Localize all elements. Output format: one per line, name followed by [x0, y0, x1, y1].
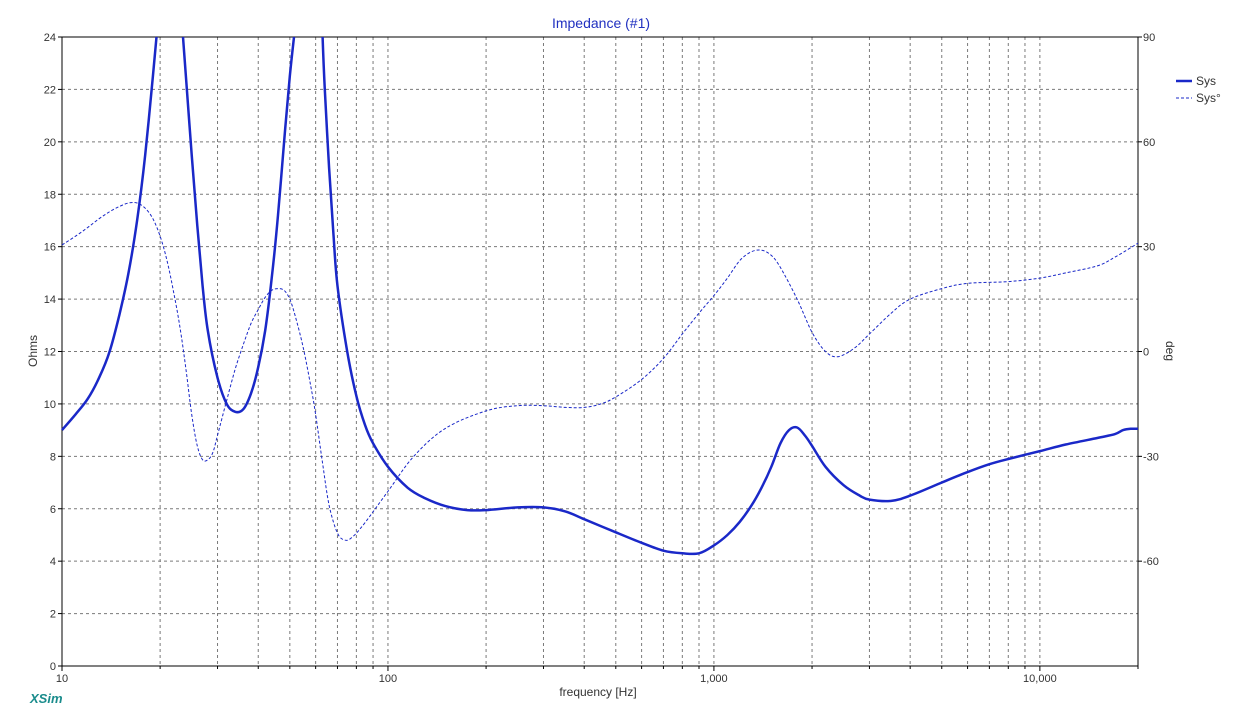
- x-tick-label: 1,000: [700, 673, 728, 685]
- y-tick-label: 14: [44, 294, 56, 306]
- y-tick-label: 12: [44, 347, 56, 359]
- y2-axis-title: deg: [1163, 341, 1177, 361]
- y-tick-label: 6: [50, 504, 56, 516]
- y-tick-label: 16: [44, 242, 56, 254]
- y-axis-title: Ohms: [26, 335, 40, 367]
- y2-tick-label: 90: [1143, 32, 1155, 44]
- legend: Sys Sys°: [1176, 74, 1221, 105]
- x-axis-title: frequency [Hz]: [559, 685, 636, 699]
- xsim-brand: XSim: [29, 691, 63, 706]
- y2-tick-label: 60: [1143, 137, 1155, 149]
- y-tick-label: 10: [44, 399, 56, 411]
- y-tick-label: 18: [44, 189, 56, 201]
- y2-tick-label: -30: [1143, 451, 1159, 463]
- x-tick-label: 10,000: [1023, 673, 1057, 685]
- y2-tick-label: 30: [1143, 242, 1155, 254]
- legend-label-sys-phase: Sys°: [1196, 91, 1221, 105]
- y2-tick-label: 0: [1143, 347, 1149, 359]
- series-line-sys: [61, 36, 1139, 556]
- y-tick-label: 0: [50, 661, 56, 673]
- chart-title: Impedance (#1): [552, 15, 650, 31]
- series-line-sys-phase: [61, 201, 1139, 541]
- y-tick-label: 8: [50, 451, 56, 463]
- y-tick-label: 2: [50, 609, 56, 621]
- y2-tick-label: -60: [1143, 556, 1159, 568]
- y-tick-label: 4: [50, 556, 56, 568]
- grid-layer: [62, 37, 1138, 666]
- x-tick-label: 100: [379, 673, 397, 685]
- series-layer: [61, 36, 1139, 556]
- y-tick-label: 24: [44, 32, 56, 44]
- y-tick-label: 20: [44, 137, 56, 149]
- x-tick-label: 10: [56, 673, 68, 685]
- legend-label-sys: Sys: [1196, 74, 1216, 88]
- plot-frame: [61, 36, 1139, 667]
- y-tick-label: 22: [44, 84, 56, 96]
